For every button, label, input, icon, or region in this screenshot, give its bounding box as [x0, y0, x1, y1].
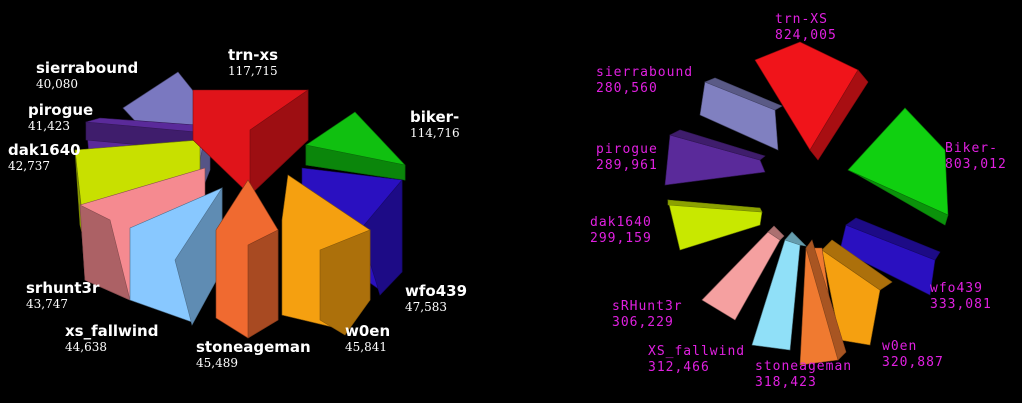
right-label-name-srhunt3r: sRHunt3r — [612, 299, 683, 314]
right-slice-stoneageman — [799, 239, 847, 366]
right-slice-biker — [847, 107, 949, 226]
right-label-value-stoneageman: 318,423 — [755, 375, 817, 390]
right-label-value-xs_fallwind: 312,466 — [648, 360, 710, 375]
right-label-value-dak1640: 299,159 — [590, 231, 652, 246]
right-slice-trn-xs — [754, 41, 869, 161]
left-label-name-w0en: w0en — [345, 322, 390, 340]
left-label-value-w0en: 45,841 — [345, 340, 387, 354]
left-label-value-dak1640: 42,737 — [8, 159, 50, 173]
left-label-name-biker: biker- — [410, 108, 459, 126]
right-slice-xs_fallwind — [751, 231, 807, 351]
left-label-name-dak1640: dak1640 — [8, 141, 81, 159]
left-label-name-wfo439: wfo439 — [405, 282, 467, 300]
left-label-value-srhunt3r: 43,747 — [26, 297, 68, 311]
left-label-value-wfo439: 47,583 — [405, 300, 447, 314]
left-label-value-xs_fallwind: 44,638 — [65, 340, 107, 354]
right-label-value-w0en: 320,887 — [882, 355, 944, 370]
left-label-value-trn-xs: 117,715 — [228, 64, 278, 78]
right-label-name-stoneageman: stoneageman — [755, 359, 852, 374]
right-label-name-w0en: w0en — [882, 339, 917, 354]
left-slice-w0en — [281, 174, 371, 336]
right-label-value-pirogue: 289,961 — [596, 158, 658, 173]
left-label-name-xs_fallwind: xs_fallwind — [65, 322, 158, 340]
right-label-name-trn-xs: trn-XS — [775, 12, 828, 27]
right-label-value-sierrabound: 280,560 — [596, 81, 658, 96]
right-label-value-trn-xs: 824,005 — [775, 28, 837, 43]
right-label-name-sierrabound: sierrabound — [596, 65, 693, 80]
left-label-value-pirogue: 41,423 — [28, 119, 70, 133]
right-label-value-srhunt3r: 306,229 — [612, 315, 674, 330]
left-label-value-biker: 114,716 — [410, 126, 460, 140]
right-slice-dak1640 — [667, 199, 763, 251]
left-label-value-sierrabound: 40,080 — [36, 77, 78, 91]
right-label-name-pirogue: pirogue — [596, 142, 658, 157]
left-label-name-trn-xs: trn-xs — [228, 46, 278, 64]
left-label-name-sierrabound: sierrabound — [36, 59, 138, 77]
right-label-value-wfo439: 333,081 — [930, 297, 992, 312]
right-label-name-wfo439: wfo439 — [930, 281, 983, 296]
left-label-name-pirogue: pirogue — [28, 101, 93, 119]
right-label-name-biker: Biker- — [945, 141, 998, 156]
left-slice-trn-xs — [192, 89, 309, 196]
left-slice-biker — [305, 111, 406, 181]
right-slice-pirogue — [664, 129, 766, 186]
right-slice-sierrabound — [699, 77, 783, 151]
left-slice-xs_fallwind — [129, 186, 223, 326]
right-label-name-dak1640: dak1640 — [590, 215, 652, 230]
right-slice-srhunt3r — [701, 225, 785, 321]
right-slice-wfo439 — [839, 217, 941, 296]
left-slice-stoneageman — [215, 179, 279, 339]
left-label-name-stoneageman: stoneageman — [196, 338, 311, 356]
right-label-value-biker: 803,012 — [945, 157, 1007, 172]
right-label-name-xs_fallwind: XS_fallwind — [648, 344, 745, 359]
left-label-name-srhunt3r: srhunt3r — [26, 279, 100, 297]
left-label-value-stoneageman: 45,489 — [196, 356, 238, 370]
